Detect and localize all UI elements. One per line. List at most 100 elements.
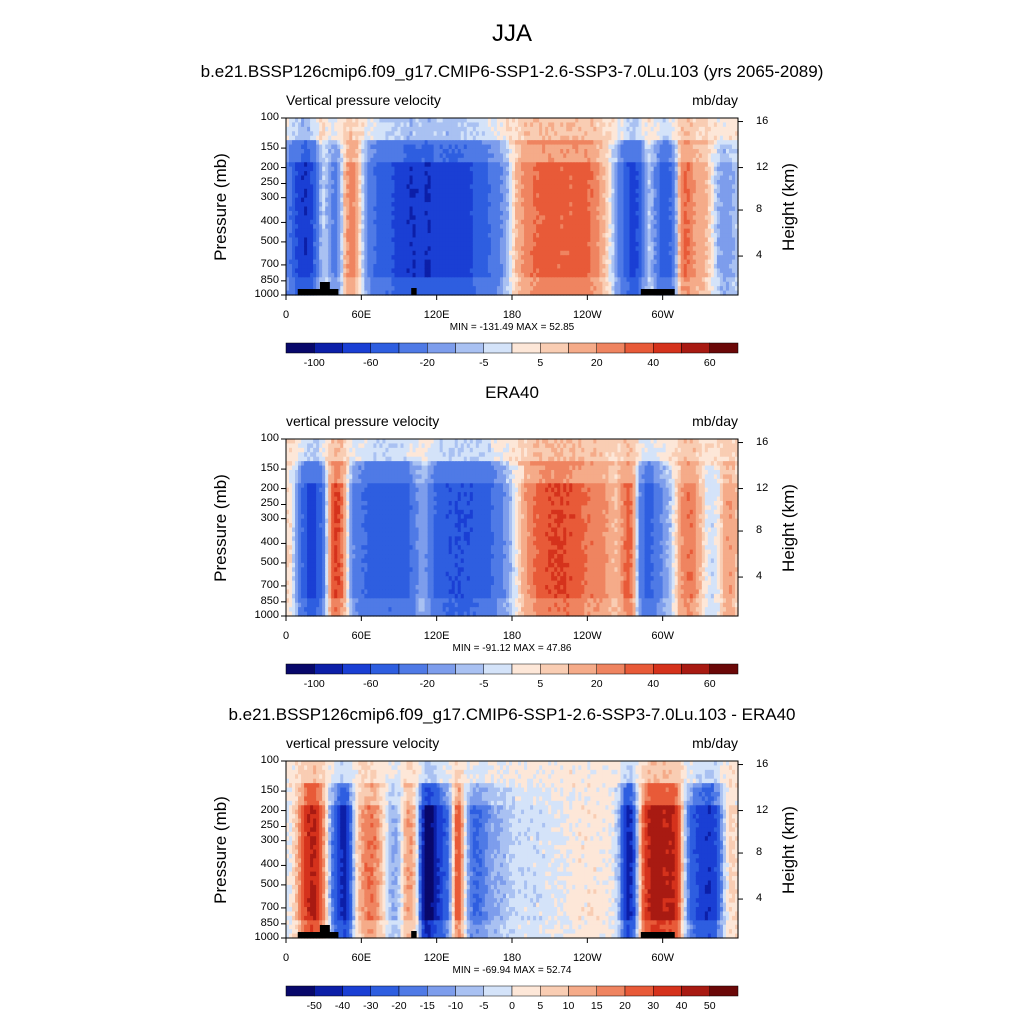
heatmap-cell xyxy=(415,237,420,243)
heatmap-cell xyxy=(328,193,332,199)
heatmap-cell xyxy=(542,250,546,256)
heatmap-cell xyxy=(385,118,390,124)
heatmap-cell xyxy=(566,228,570,234)
heatmap-cell xyxy=(307,264,311,270)
heatmap-cell xyxy=(578,122,582,128)
heatmap-cell xyxy=(608,153,613,159)
heatmap-cell xyxy=(286,135,290,141)
heatmap-cell xyxy=(460,144,465,150)
heatmap-cell xyxy=(566,197,570,203)
heatmap-cell xyxy=(433,153,438,159)
heatmap-cell xyxy=(475,197,480,203)
heatmap-cell xyxy=(451,268,456,274)
heatmap-cell xyxy=(367,241,371,247)
heatmap-cell xyxy=(623,171,628,177)
heatmap-cell xyxy=(481,153,486,159)
heatmap-cell xyxy=(298,224,302,230)
heatmap-cell xyxy=(412,272,417,278)
heatmap-cell xyxy=(379,255,384,261)
heatmap-cell xyxy=(466,197,471,203)
heatmap-cell xyxy=(635,264,640,270)
heatmap-cell xyxy=(611,197,616,203)
heatmap-cell xyxy=(481,188,486,194)
heatmap-cell xyxy=(569,215,573,221)
heatmap-cell xyxy=(295,188,299,194)
heatmap-cell xyxy=(334,277,338,283)
heatmap-cell xyxy=(466,188,471,194)
heatmap-cell xyxy=(554,290,558,296)
heatmap-cell xyxy=(542,259,546,265)
heatmap-cell xyxy=(581,228,585,234)
heatmap-cell xyxy=(412,210,417,216)
heatmap-cell xyxy=(536,215,540,221)
heatmap-cell xyxy=(373,135,377,141)
heatmap-cell xyxy=(527,206,531,212)
heatmap-cell xyxy=(548,184,552,190)
heatmap-cell xyxy=(421,290,426,296)
heatmap-cell xyxy=(587,148,591,154)
heatmap-cell xyxy=(593,144,597,150)
heatmap-cell xyxy=(620,140,625,146)
heatmap-cell xyxy=(475,224,480,230)
heatmap-cell xyxy=(373,219,377,225)
heatmap-cell xyxy=(563,153,567,159)
heatmap-cell xyxy=(611,144,616,150)
heatmap-cell xyxy=(512,250,516,256)
heatmap-cell xyxy=(554,268,558,274)
heatmap-cell xyxy=(521,126,525,132)
heatmap-cell xyxy=(557,210,561,216)
heatmap-cell xyxy=(394,219,399,225)
heatmap-cell xyxy=(575,250,579,256)
heatmap-cell xyxy=(521,228,525,234)
heatmap-cell xyxy=(617,210,622,216)
heatmap-cell xyxy=(629,188,634,194)
heatmap-cell xyxy=(575,135,579,141)
heatmap-cell xyxy=(584,197,588,203)
heatmap-cell xyxy=(385,206,390,212)
heatmap-cell xyxy=(502,215,507,221)
heatmap-cell xyxy=(638,171,643,177)
heatmap-cell xyxy=(460,153,465,159)
heatmap-cell xyxy=(587,228,591,234)
heatmap-cell xyxy=(647,219,652,225)
heatmap-cell xyxy=(379,148,384,154)
heatmap-cell xyxy=(454,202,459,208)
heatmap-cell xyxy=(406,206,411,212)
heatmap-cell xyxy=(409,259,414,265)
heatmap-cell xyxy=(454,140,459,146)
heatmap-cell xyxy=(328,144,332,150)
heatmap-cell xyxy=(466,268,471,274)
heatmap-cell xyxy=(403,219,408,225)
heatmap-cell xyxy=(454,210,459,216)
heatmap-cell xyxy=(331,206,335,212)
heatmap-cell xyxy=(490,277,495,283)
heatmap-cell xyxy=(331,179,335,185)
heatmap-cell xyxy=(400,224,405,230)
heatmap-cell xyxy=(481,268,486,274)
heatmap-cell xyxy=(466,228,471,234)
heatmap-cell xyxy=(424,135,429,141)
heatmap-cell xyxy=(349,126,353,132)
heatmap-cell xyxy=(460,250,465,256)
heatmap-cell xyxy=(602,224,607,230)
heatmap-cell xyxy=(463,135,468,141)
heatmap-cell xyxy=(653,184,658,190)
heatmap-cell xyxy=(644,224,649,230)
heatmap-cell xyxy=(539,171,543,177)
heatmap-cell xyxy=(551,162,555,168)
heatmap-cell xyxy=(551,197,555,203)
heatmap-cell xyxy=(575,228,579,234)
heatmap-cell xyxy=(430,131,435,137)
heatmap-cell xyxy=(301,184,305,190)
heatmap-cell xyxy=(608,290,613,296)
heatmap-cell xyxy=(367,272,371,278)
heatmap-cell xyxy=(521,281,525,287)
heatmap-cell xyxy=(463,250,468,256)
heatmap-cell xyxy=(620,259,625,265)
heatmap-cell xyxy=(530,157,534,163)
heatmap-cell xyxy=(364,135,368,141)
heatmap-cell xyxy=(502,224,507,230)
heatmap-cell xyxy=(653,228,658,234)
heatmap-cell xyxy=(349,250,353,256)
heatmap-cell xyxy=(524,259,528,265)
